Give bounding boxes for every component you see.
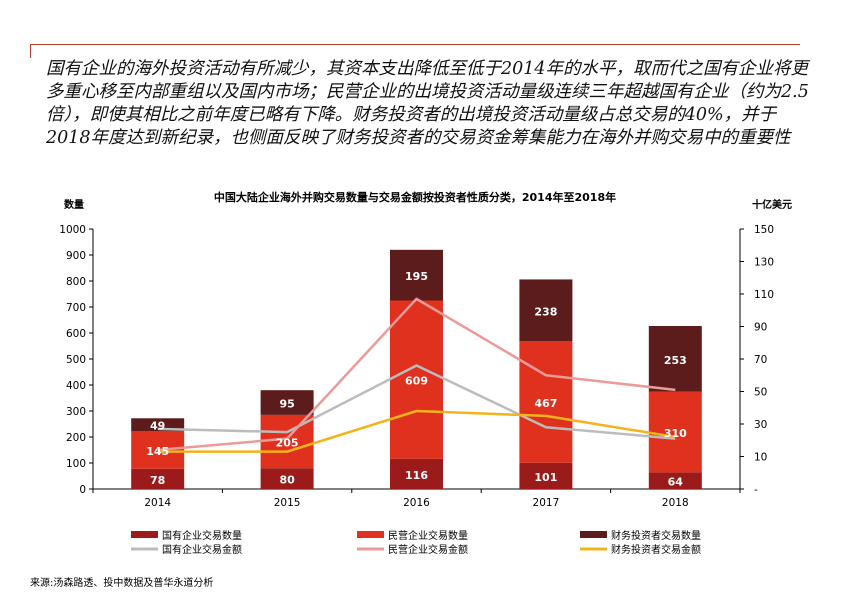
headline-text: 国有企业的海外投资活动有所减少，其资本支出降低至低于2014年的水平，取而代之国… [46, 59, 809, 148]
bar-segment-1 [519, 462, 573, 489]
x-tick-label: 2015 [274, 497, 301, 509]
legend-label: 民营企业交易数量 [388, 529, 468, 542]
bar-data-label: 238 [534, 305, 557, 318]
source-note: 来源:汤森路透、投中数据及普华永道分析 [30, 578, 214, 589]
x-tick-label: 2017 [533, 497, 560, 509]
bar-segment-1 [390, 458, 443, 489]
y-tick-label: 800 [66, 276, 86, 288]
x-tick-label: 2018 [662, 497, 689, 509]
bar-data-label: 145 [146, 445, 169, 458]
y2-tick-label: 30 [754, 419, 767, 431]
chart: 中国大陆企业海外并购交易数量与交易金额按投资者性质分类，2014年至2018年 … [59, 190, 792, 556]
y2-tick-label: 110 [754, 289, 774, 301]
legend-swatch [357, 531, 384, 538]
bar-data-label: 80 [279, 474, 295, 487]
bar-data-label: 310 [664, 427, 687, 440]
bar-segment-1 [131, 468, 185, 489]
x-tick-label: 2016 [403, 497, 430, 509]
y-tick-label: 400 [66, 380, 86, 392]
bar-data-label: 116 [405, 469, 428, 482]
legend-label: 财务投资者交易数量 [611, 529, 701, 542]
y2-axis-label: 十亿美元 [752, 198, 792, 211]
bar-data-label: 64 [668, 476, 684, 489]
header-rule [30, 44, 800, 45]
plot-area: 0 100 200 300 400 500 600 700 800 900 1000 - 10 30 50 7… [59, 224, 774, 509]
bar-segment-3 [648, 325, 702, 392]
legend-label: 国有企业交易数量 [162, 529, 242, 542]
bar-data-label: 95 [279, 398, 294, 411]
bar-data-label: 467 [534, 397, 557, 410]
bar-segment-3 [519, 279, 573, 342]
legend-label: 国有企业交易金额 [162, 543, 242, 556]
bar-segment-1 [260, 468, 314, 489]
y2-tick-label: 90 [754, 322, 767, 334]
chart-title: 中国大陆企业海外并购交易数量与交易金额按投资者性质分类，2014年至2018年 [214, 190, 616, 204]
line-series-2 [157, 297, 676, 452]
bar-segment-1 [648, 472, 702, 489]
bar-segment-3 [260, 390, 314, 415]
y-tick-label: 200 [66, 432, 86, 444]
bar-data-label: 78 [150, 474, 165, 487]
header-rule-tick [30, 44, 31, 58]
bar-data-label: 49 [150, 420, 165, 433]
y-tick-label: 0 [79, 484, 86, 496]
y2-tick-label: 150 [754, 224, 774, 236]
y2-tick-label: 70 [754, 354, 767, 366]
y2-tick-label: 50 [754, 387, 767, 399]
bar-segment-2 [648, 391, 702, 473]
y2-tick-label: 130 [754, 257, 774, 269]
y-tick-label: 700 [66, 302, 86, 314]
y-tick-label: 500 [66, 354, 86, 366]
y-tick-label: 300 [66, 406, 86, 418]
x-tick-label: 2014 [144, 497, 171, 509]
bar-segment-2 [390, 300, 443, 459]
line-series-1 [157, 364, 676, 440]
bar-segment-3 [390, 249, 443, 301]
y-axis-label: 数量 [64, 198, 84, 211]
bar-segment-2 [519, 341, 573, 463]
legend-swatch [131, 531, 158, 538]
y2-tick-label: - [754, 484, 758, 496]
bar-segment-3 [131, 418, 185, 432]
line-series-3 [157, 409, 676, 453]
bar-data-label: 205 [276, 437, 299, 450]
bar-data-label: 609 [405, 375, 428, 388]
legend-label: 财务投资者交易金额 [611, 543, 701, 556]
bar-data-label: 101 [534, 471, 557, 484]
bar-data-label: 253 [664, 354, 687, 367]
y-tick-label: 600 [66, 328, 86, 340]
y2-tick-label: 10 [754, 452, 767, 464]
legend-label: 民营企业交易金额 [388, 543, 468, 556]
y-tick-label: 100 [66, 458, 86, 470]
legend-swatch [580, 531, 607, 538]
y-tick-label: 1000 [59, 224, 86, 236]
y-tick-label: 900 [66, 250, 86, 262]
bar-data-label: 195 [405, 270, 428, 283]
